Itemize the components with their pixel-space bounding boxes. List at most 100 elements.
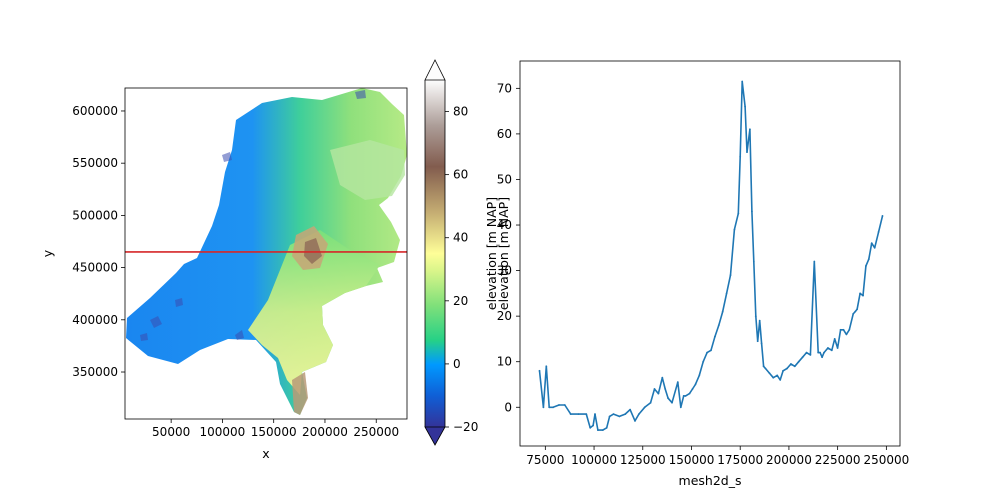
- profile-data-point: [545, 365, 548, 368]
- map-x-tick-label: 150000: [251, 425, 297, 439]
- profile-data-point: [751, 210, 753, 213]
- profile-data-point: [867, 258, 870, 261]
- profile-data-point: [691, 388, 694, 390]
- map-panel: 50000 100000 150000 200000 250000 350000 4000…: [40, 87, 408, 461]
- colorbar-tick-label: 80: [453, 105, 468, 119]
- profile-data-point: [676, 381, 679, 384]
- profile-data-point: [758, 319, 761, 322]
- profile-data-point: [538, 369, 541, 372]
- map-axes-frame: [124, 87, 408, 420]
- colorbar-label: elevation [m NAP]: [484, 197, 499, 310]
- profile-data-point: [739, 155, 742, 158]
- profile-data-point: [698, 374, 701, 377]
- profile-data-point: [710, 349, 712, 352]
- profile-y-tick-label: 70: [497, 81, 512, 95]
- profile-data-point: [865, 265, 867, 267]
- profile-data-point: [653, 388, 656, 390]
- profile-data-point: [714, 335, 716, 338]
- profile-y-tick-label: 0: [504, 400, 512, 414]
- profile-data-point: [657, 392, 660, 395]
- profile-y-ticks: 0 10 20 30 40 50 60 70: [497, 81, 520, 414]
- map-x-ticks: 50000 100000 150000 200000 250000: [152, 419, 399, 439]
- profile-data-point: [601, 429, 604, 431]
- colorbar-tick-label: −20: [453, 420, 478, 434]
- profile-y-tick-label: 40: [497, 218, 512, 232]
- profile-x-tick-label: 150000: [669, 453, 715, 467]
- profile-data-point: [821, 356, 823, 359]
- profile-data-point: [762, 365, 765, 368]
- profile-data-point: [729, 274, 732, 276]
- profile-data-point: [873, 246, 876, 249]
- profile-x-tick-label: 250000: [863, 453, 909, 467]
- profile-data-point: [679, 406, 682, 409]
- colorbar-extend-max-triangle: [424, 59, 446, 81]
- profile-data-point: [612, 413, 615, 415]
- profile-data-point: [558, 404, 560, 406]
- profile-data-point: [754, 315, 757, 317]
- profile-data-point: [702, 360, 705, 363]
- map-x-tick-label: 200000: [302, 425, 348, 439]
- profile-data-point: [577, 413, 580, 415]
- colorbar-gradient: [425, 80, 445, 427]
- profile-data-point: [671, 401, 673, 404]
- map-y-tick-label: 350000: [72, 365, 118, 379]
- profile-data-point: [721, 310, 724, 313]
- map-y-tick-label: 450000: [72, 261, 118, 275]
- profile-data-point: [801, 356, 804, 359]
- profile-data-point: [830, 349, 833, 352]
- profile-data-point: [563, 404, 566, 406]
- profile-data-point: [548, 406, 551, 409]
- profile-y-tick-label: 60: [497, 127, 512, 141]
- profile-data-point: [594, 413, 596, 415]
- profile-data-point: [706, 351, 708, 354]
- profile-data-point: [629, 408, 631, 411]
- profile-data-point: [737, 212, 740, 215]
- profile-data-point: [605, 426, 608, 429]
- profile-x-tick-label: 75000: [526, 453, 564, 467]
- profile-data-point: [870, 242, 873, 245]
- profile-x-tick-label: 225000: [815, 453, 861, 467]
- profile-data-point: [741, 80, 744, 83]
- profile-data-point: [848, 328, 851, 331]
- profile-data-point: [819, 351, 821, 354]
- eastern-high-ground: [330, 140, 405, 200]
- profile-data-point: [817, 351, 820, 354]
- profile-data-point: [684, 395, 687, 397]
- profile-data-point: [667, 397, 669, 400]
- map-y-tick-label: 400000: [72, 313, 118, 327]
- profile-data-point: [752, 260, 755, 263]
- profile-x-tick-label: 175000: [717, 453, 763, 467]
- profile-data-point: [592, 424, 594, 427]
- profile-data-point: [845, 333, 848, 336]
- profile-data-point: [813, 260, 816, 263]
- profile-data-point: [756, 340, 759, 343]
- profile-data-point: [597, 429, 599, 431]
- veluwe-peak: [304, 238, 322, 264]
- map-y-tick-label: 500000: [72, 208, 118, 222]
- profile-x-ticks: 75000 100000 125000 150000 175000 200000 22500…: [526, 446, 909, 467]
- profile-y-tick-label: 30: [497, 264, 512, 278]
- profile-data-point: [854, 310, 857, 313]
- profile-y-axis-label: elevation [m NAP]: [496, 197, 511, 310]
- profile-data-point: [643, 406, 646, 409]
- profile-data-point: [790, 363, 792, 365]
- profile-data-point: [856, 308, 858, 311]
- map-x-tick-label: 100000: [200, 425, 246, 439]
- profile-data-point: [688, 392, 691, 395]
- profile-data-point: [682, 395, 685, 397]
- profile-y-tick-label: 50: [497, 172, 512, 186]
- profile-data-point: [649, 401, 652, 404]
- profile-data-point: [585, 413, 588, 415]
- colorbar-extend-min-triangle: [424, 426, 446, 446]
- profile-data-point: [624, 413, 627, 415]
- map-y-tick-label: 550000: [72, 156, 118, 170]
- map-y-tick-label: 600000: [72, 104, 118, 118]
- profile-x-tick-label: 100000: [571, 453, 617, 467]
- profile-data-point: [862, 294, 864, 297]
- profile-data-point: [836, 347, 839, 349]
- profile-data-point: [618, 415, 621, 418]
- profile-data-point: [552, 406, 554, 409]
- profile-data-point: [805, 351, 808, 354]
- elevation-profile-points: [538, 80, 884, 431]
